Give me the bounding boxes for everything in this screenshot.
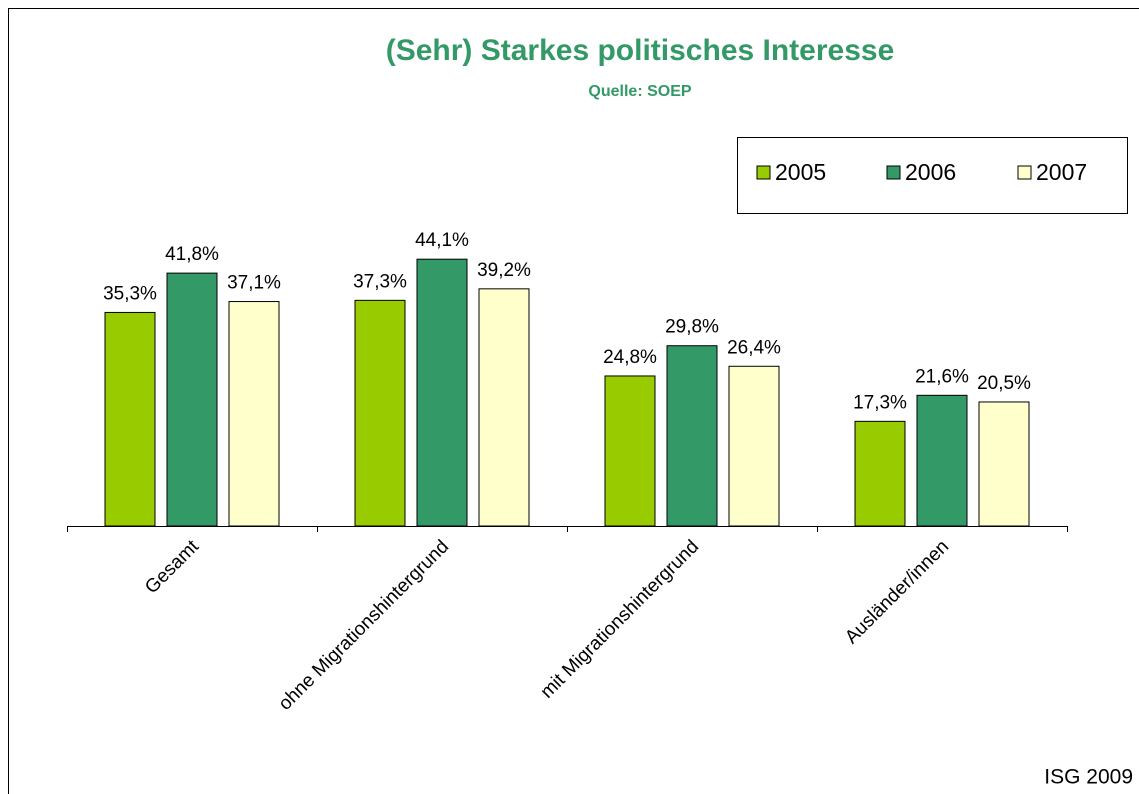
data-label: 21,6% <box>915 366 969 387</box>
legend-label: 2005 <box>775 159 826 185</box>
bar <box>916 394 968 527</box>
data-label: 37,3% <box>353 271 407 292</box>
source-note: ISG 2009 <box>1044 766 1133 789</box>
legend-swatch <box>1017 165 1032 180</box>
chart-subtitle: Quelle: SOEP <box>588 83 691 100</box>
data-label: 35,3% <box>103 283 157 304</box>
bar <box>354 299 406 527</box>
x-tick-label: Ausländer/innen <box>841 536 953 648</box>
bar <box>416 258 468 527</box>
data-label: 39,2% <box>477 260 531 281</box>
data-label: 29,8% <box>665 317 719 338</box>
data-label: 24,8% <box>603 347 657 368</box>
bar <box>166 272 218 527</box>
chart-title: (Sehr) Starkes politisches Interesse <box>386 34 895 67</box>
bar <box>854 420 906 527</box>
data-label: 17,3% <box>853 392 907 413</box>
bar <box>728 365 780 527</box>
data-label: 26,4% <box>727 337 781 358</box>
legend-swatch <box>886 165 901 180</box>
data-label: 41,8% <box>165 244 219 265</box>
x-tick-label: ohne Migrationshintergrund <box>275 536 453 714</box>
bar <box>478 288 530 527</box>
legend-label: 2006 <box>905 159 956 185</box>
legend-label: 2007 <box>1036 159 1087 185</box>
bar <box>666 345 718 527</box>
x-tick-label: mit Migrationshintergrund <box>537 536 703 702</box>
data-label: 37,1% <box>227 273 281 294</box>
legend-swatch <box>756 165 771 180</box>
bar <box>228 301 280 527</box>
legend-box <box>737 137 1128 214</box>
x-tick-label: Gesamt <box>141 536 203 598</box>
bar <box>978 401 1030 527</box>
bar <box>104 311 156 527</box>
data-label: 44,1% <box>415 230 469 251</box>
bar <box>604 375 656 527</box>
data-label: 20,5% <box>977 373 1031 394</box>
